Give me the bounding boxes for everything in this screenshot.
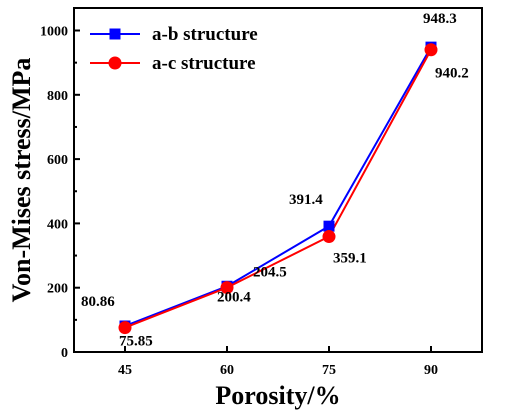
series-lines (124, 46, 432, 329)
series-line-0 (124, 46, 432, 327)
y-tick-label: 600 (47, 153, 68, 168)
x-tick-label: 60 (220, 363, 234, 378)
legend-marker-ac (108, 56, 122, 70)
data-label-ac-2: 359.1 (333, 251, 367, 267)
marker-ac-0 (118, 321, 132, 335)
markers (118, 41, 438, 335)
data-label-ab-3: 948.3 (423, 11, 457, 27)
marker-ac-1 (220, 281, 234, 295)
x-tick-label: 45 (118, 363, 132, 378)
data-label-ab-0: 80.86 (81, 294, 115, 310)
series-line-1 (124, 49, 432, 329)
y-tick-label: 200 (47, 282, 68, 297)
data-label-ab-1: 204.5 (253, 264, 287, 280)
plot-frame (73, 7, 483, 353)
data-label-ac-3: 940.2 (435, 66, 469, 82)
y-tick-label: 800 (47, 89, 68, 104)
data-labels: 80.86 204.5 391.4 948.3 75.85 200.4 359.1 940.2 (81, 11, 469, 349)
marker-ab-2 (323, 220, 335, 232)
legend-label-ab: a-b structure (152, 24, 258, 45)
marker-ac-3 (424, 43, 438, 57)
y-axis-title: Von-Mises stress/MPa (7, 58, 36, 303)
data-label-ac-0: 75.85 (119, 334, 153, 350)
x-tick-label: 90 (424, 363, 438, 378)
y-tick-label: 0 (61, 346, 68, 361)
y-tick-label: 400 (47, 217, 68, 232)
data-label-ac-1: 200.4 (217, 290, 251, 306)
x-axis-title: Porosity/% (215, 381, 340, 410)
data-label-ab-2: 391.4 (289, 192, 323, 208)
y-tick-label: 1000 (40, 25, 68, 40)
legend-marker-ab (109, 28, 121, 40)
marker-ac-2 (322, 230, 336, 244)
legend-label-ac: a-c structure (152, 53, 256, 74)
axes: 0 200 400 600 800 1000 45 60 75 90 (40, 7, 483, 378)
x-tick-label: 75 (322, 363, 336, 378)
legend: a-b structure a-c structure (90, 24, 258, 74)
